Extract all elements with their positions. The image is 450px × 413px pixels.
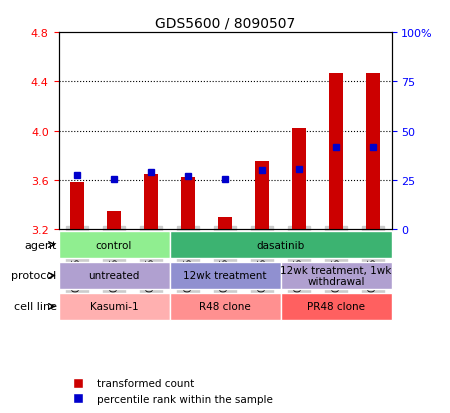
Text: 12wk treatment, 1wk
withdrawal: 12wk treatment, 1wk withdrawal [280,265,392,287]
Text: 12wk treatment: 12wk treatment [183,271,267,281]
Bar [218,217,232,230]
Text: agent: agent [24,240,57,250]
FancyBboxPatch shape [58,262,170,290]
Text: PR48 clone: PR48 clone [307,302,365,312]
FancyBboxPatch shape [280,293,392,320]
Text: Kasumi-1: Kasumi-1 [90,302,138,312]
Bar [70,183,85,230]
Text: R48 clone: R48 clone [199,302,251,312]
FancyBboxPatch shape [170,231,392,259]
Bar [180,178,195,230]
FancyBboxPatch shape [58,293,170,320]
Bar [144,174,158,230]
Text: dasatinib: dasatinib [256,240,305,250]
FancyBboxPatch shape [170,262,280,290]
Text: untreated: untreated [88,271,140,281]
Bar [107,211,122,230]
Text: control: control [96,240,132,250]
Bar [328,74,343,230]
Bar [365,74,380,230]
Text: cell line: cell line [14,302,57,312]
Bar [255,162,270,230]
FancyBboxPatch shape [58,231,170,259]
FancyBboxPatch shape [170,293,280,320]
Legend: transformed count, percentile rank within the sample: transformed count, percentile rank withi… [64,374,277,408]
Text: protocol: protocol [11,271,57,281]
FancyBboxPatch shape [280,262,392,290]
Bar [292,129,306,230]
Title: GDS5600 / 8090507: GDS5600 / 8090507 [155,17,295,31]
